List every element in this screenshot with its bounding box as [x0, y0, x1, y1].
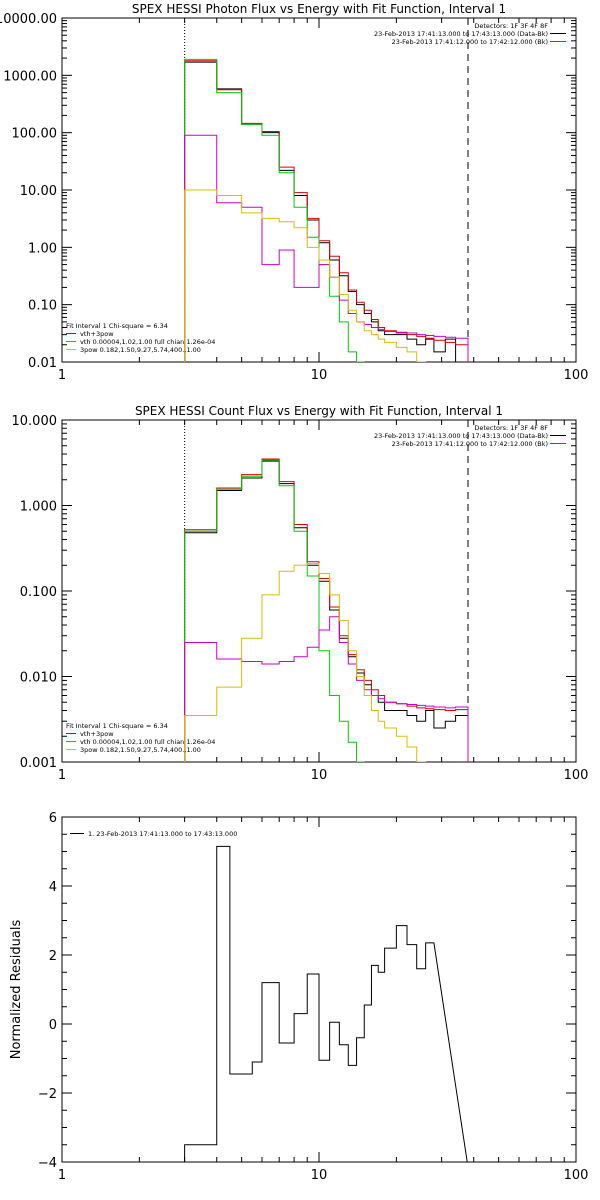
x-tick-label: 10: [311, 768, 328, 783]
y-tick-label: 4: [49, 880, 57, 895]
series-line-1: [184, 61, 469, 362]
x-tick-label: 1: [58, 1168, 66, 1183]
legend-entry: 1. 23-Feb-2013 17:41:13.000 to 17:43:13.…: [88, 830, 237, 838]
y-tick-label: −2: [38, 1087, 57, 1102]
y-tick-label: 10.00: [20, 184, 57, 199]
x-tick-label: 100: [564, 1168, 589, 1183]
series-line-2: [184, 60, 469, 362]
x-tick-label: 1: [58, 368, 66, 383]
legend-entry: vth+3pow: [80, 330, 114, 338]
y-tick-label: 0: [49, 1018, 57, 1033]
legend-top-left: 1. 23-Feb-2013 17:41:13.000 to 17:43:13.…: [70, 830, 237, 838]
series-line-4: [184, 616, 469, 762]
legend-entry: 23-Feb-2013 17:41:13.000 to 17:43:13.000…: [374, 30, 548, 38]
chart-panel-3: Normalized Residuals 1 10 100 6 4 2 0 −2 −4 1. 23-…: [9, 811, 588, 1183]
y-tick-label: 0.001: [20, 756, 57, 771]
legend-entry: Fit Interval 1 Chi-square = 6.34: [66, 322, 168, 330]
legend-bottom-left: Fit Interval 1 Chi-square = 6.34vth+3pow…: [66, 722, 215, 754]
legend-entry: Detectors: 1F 3F 4F 8F: [474, 424, 548, 432]
legend-entry: 23-Feb-2013 17:41:12.000 to 17:42:12.000…: [392, 38, 548, 46]
legend-entry: 23-Feb-2013 17:41:12.000 to 17:42:12.000…: [392, 440, 548, 448]
legend-entry: 23-Feb-2013 17:41:13.000 to 17:43:13.000…: [374, 432, 548, 440]
legend-entry: 3pow 0.182,1.50,9.27,5.74,400.,1.00: [80, 746, 201, 754]
legend-entry: 3pow 0.182,1.50,9.27,5.74,400.,1.00: [80, 346, 201, 354]
y-tick-label: 100.00: [12, 127, 58, 142]
series-line-3: [184, 459, 365, 762]
x-tick-label: 10: [311, 368, 328, 383]
y-tick-label: 1.000: [20, 500, 57, 515]
series-line-2: [184, 458, 469, 762]
chart-panel-2: SPEX HESSI Count Flux vs Energy with Fit…: [12, 404, 589, 783]
legend-entry: vth 0.00004,1.02,1.00 full chian 1.26e-0…: [80, 338, 215, 346]
legend-entry: vth 0.00004,1.02,1.00 full chian 1.26e-0…: [80, 738, 215, 746]
x-tick-label: 10: [311, 1168, 328, 1183]
series-line-1: [184, 460, 469, 762]
series-line-5: [184, 562, 427, 762]
chart-title: SPEX HESSI Photon Flux vs Energy with Fi…: [132, 2, 506, 16]
y-tick-label: 10.000: [12, 414, 58, 429]
y-tick-label: 1.00: [28, 241, 57, 256]
plot-frame: [61, 17, 577, 363]
y-tick-label: 0.010: [20, 671, 57, 686]
x-tick-label: 100: [564, 368, 589, 383]
series-line-3: [184, 58, 365, 362]
series-group: [184, 58, 469, 362]
y-tick-label: 2: [49, 949, 57, 964]
legend-entry: vth+3pow: [80, 730, 114, 738]
series-line-5: [184, 189, 427, 362]
series-line-1: [184, 845, 468, 1162]
x-tick-label: 1: [58, 768, 66, 783]
legend-entry: Fit Interval 1 Chi-square = 6.34: [66, 722, 168, 730]
y-tick-label: 1000.00: [3, 69, 57, 84]
x-tick-label: 100: [564, 768, 589, 783]
series-group: [184, 845, 468, 1162]
legend-entry: Detectors: 1F 3F 4F 8F: [474, 22, 548, 30]
y-tick-label: 6: [49, 811, 57, 826]
y-tick-label: 0.10: [28, 299, 57, 314]
series-line-4: [184, 134, 469, 362]
y-tick-label: 10000.00: [0, 12, 57, 27]
y-tick-label: −4: [38, 1156, 57, 1171]
series-group: [184, 458, 469, 762]
legend-bottom-left: Fit Interval 1 Chi-square = 6.34vth+3pow…: [66, 322, 215, 354]
chart-title: SPEX HESSI Count Flux vs Energy with Fit…: [135, 404, 503, 418]
y-axis-label: Normalized Residuals: [9, 920, 24, 1060]
y-tick-label: 0.100: [20, 585, 57, 600]
chart-panel-1: SPEX HESSI Photon Flux vs Energy with Fi…: [0, 2, 588, 383]
y-tick-label: 0.01: [28, 356, 57, 371]
